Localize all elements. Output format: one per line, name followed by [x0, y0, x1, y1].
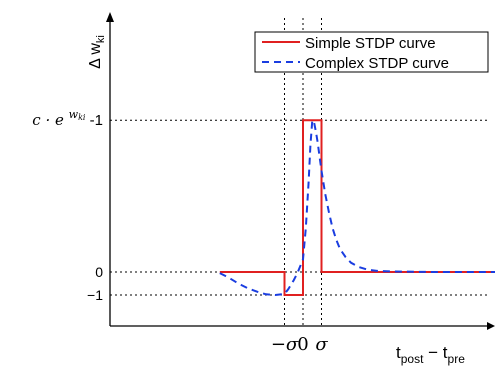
y-tick-label-0: 0	[95, 264, 103, 280]
x-axis-label-t1-sub: post	[401, 352, 424, 366]
x-axis-label: tpost − tpre	[396, 343, 465, 366]
y-axis-label-main: Δ w	[87, 43, 104, 69]
x-axis-arrow	[487, 322, 495, 330]
svg-text:Δ wki: Δ wki	[87, 35, 107, 69]
legend-label-simple: Simple STDP curve	[305, 35, 436, 52]
y-axis-arrow	[106, 12, 114, 22]
legend-box	[254, 31, 489, 73]
legend: Simple STDP curve Complex STDP curve	[254, 31, 489, 73]
x-axis-label-t1: t	[396, 343, 401, 362]
series-layer	[219, 117, 495, 297]
tick-labels: −σ 0 σ0−1c · e wki -1	[32, 108, 328, 355]
series-line-simple	[219, 119, 495, 296]
x-tick-label-0: −σ	[271, 334, 299, 355]
y-axis-label-sub: ki	[95, 35, 107, 43]
x-axis-label-t2-sub: pre	[448, 352, 466, 366]
x-axis-label-t2: t	[443, 343, 448, 362]
y-tick-label-2: c · e wki -1	[32, 108, 103, 129]
x-tick-label-2: σ	[315, 334, 328, 355]
y-tick-label-1: −1	[87, 287, 103, 303]
y-axis-label: Δ wki	[87, 35, 107, 69]
x-tick-label-1: 0	[297, 334, 308, 355]
legend-label-complex: Complex STDP curve	[305, 55, 449, 72]
x-axis-label-minus: −	[423, 343, 442, 362]
series-line-complex	[219, 117, 495, 297]
